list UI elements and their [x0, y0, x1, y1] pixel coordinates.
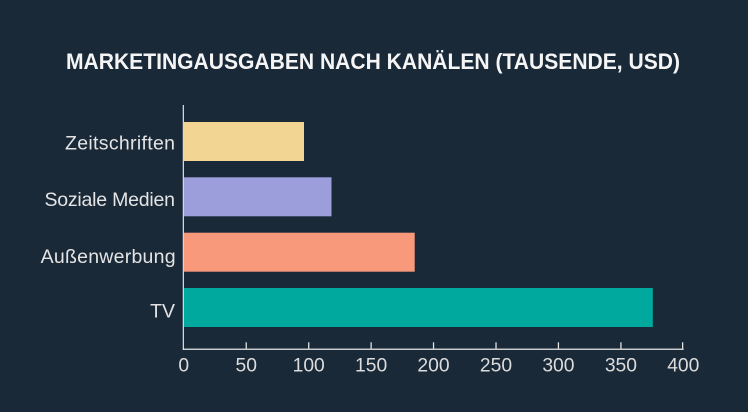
svg-text:150: 150	[355, 356, 387, 377]
svg-text:MARKETINGAUSGABEN NACH KANÄLEN: MARKETINGAUSGABEN NACH KANÄLEN (TAUSENDE…	[66, 49, 680, 74]
svg-text:100: 100	[293, 356, 325, 377]
svg-text:400: 400	[667, 356, 699, 377]
svg-text:Außenwerbung: Außenwerbung	[41, 246, 176, 268]
svg-text:Zeitschriften: Zeitschriften	[65, 133, 175, 155]
svg-text:50: 50	[235, 356, 256, 377]
svg-text:TV: TV	[150, 301, 175, 323]
svg-text:Soziale Medien: Soziale Medien	[45, 189, 176, 211]
svg-text:0: 0	[178, 356, 189, 377]
svg-text:350: 350	[605, 356, 637, 377]
svg-text:250: 250	[480, 356, 512, 377]
svg-text:200: 200	[417, 356, 449, 377]
svg-text:300: 300	[542, 356, 574, 377]
